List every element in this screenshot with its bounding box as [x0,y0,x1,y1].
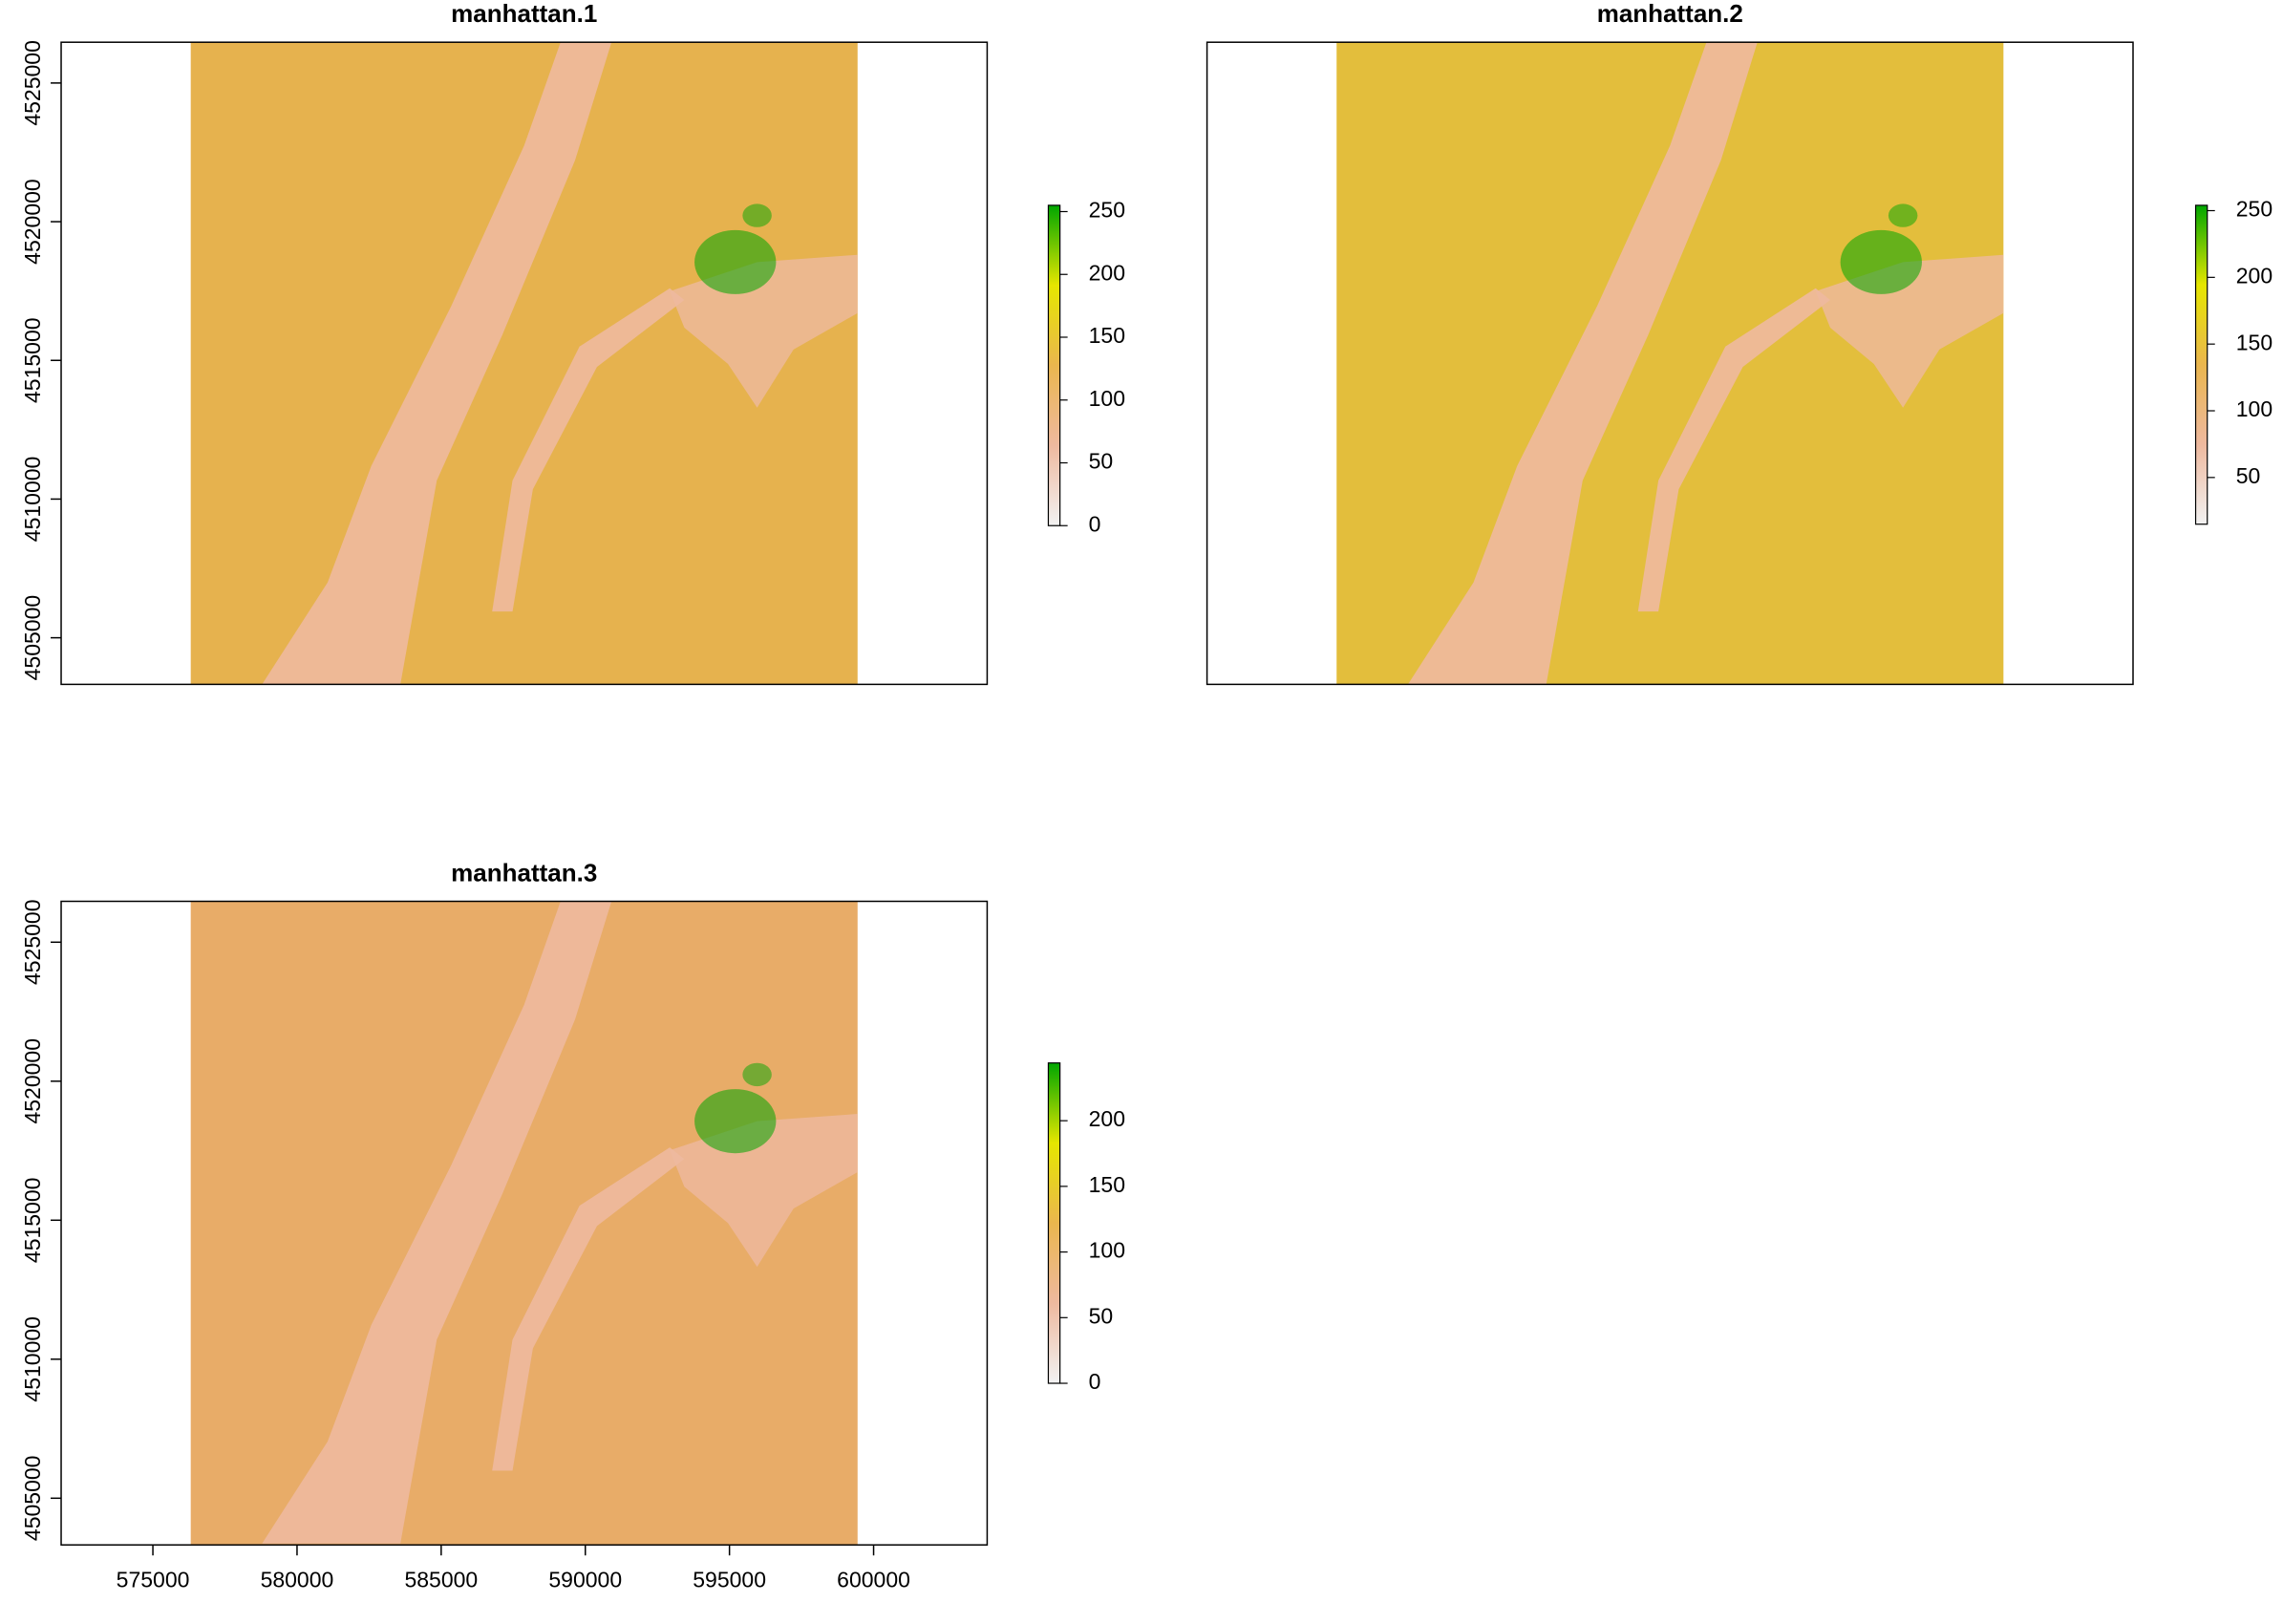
y-tick-label: 4525000 [20,900,45,986]
color-bar [1047,1062,1061,1384]
y-tick-label: 4515000 [20,1178,45,1264]
water [262,42,612,685]
plot-frame [60,900,989,1546]
water [262,901,612,1544]
x-tick-label: 585000 [404,1567,478,1592]
x-tick-label: 575000 [117,1567,190,1592]
y-tick-label: 4520000 [20,179,45,265]
legend-tick-label: 100 [2236,396,2272,421]
legend-tick-label: 50 [1089,449,1114,474]
legend-tick-label: 100 [1089,1238,1125,1263]
water [492,1147,685,1471]
water [492,288,685,612]
y-tick-label: 4505000 [20,1456,45,1542]
legend-tick-label: 150 [1089,323,1125,348]
y-tick-label: 4520000 [20,1038,45,1124]
y-tick-label: 4510000 [20,457,45,543]
vegetation [742,203,772,227]
chart-title: manhattan.2 [1597,0,1743,28]
legend-tick-label: 200 [1089,1106,1125,1131]
legend-tick-label: 100 [1089,386,1125,411]
y-tick-label: 4515000 [20,317,45,403]
x-tick-label: 580000 [261,1567,334,1592]
water [670,1114,858,1268]
legend-tick-label: 50 [1089,1303,1114,1328]
legend-tick-label: 250 [2236,197,2272,222]
vegetation [1888,203,1918,227]
y-tick-label: 4510000 [20,1316,45,1402]
legend-tick-label: 150 [2236,330,2272,354]
legend-tick-label: 0 [1089,511,1101,536]
water [1637,288,1830,612]
vegetation [694,1089,777,1154]
legend-tick-label: 200 [2236,263,2272,288]
legend-tick-label: 150 [1089,1172,1125,1197]
plot-frame [60,41,989,686]
water [1815,254,2004,408]
chart-title: manhattan.3 [451,858,597,887]
x-tick-label: 595000 [693,1567,766,1592]
vegetation [1840,229,1922,294]
color-bar [1047,204,1061,526]
x-tick-label: 590000 [548,1567,622,1592]
water [670,254,858,408]
vegetation [694,229,777,294]
x-tick-label: 600000 [837,1567,910,1592]
plot-frame [1206,41,2134,686]
legend-tick-label: 250 [1089,198,1125,223]
y-tick-label: 4525000 [20,40,45,126]
legend-tick-label: 200 [1089,260,1125,285]
legend-tick-label: 50 [2236,463,2261,488]
vegetation [742,1062,772,1087]
water [1407,42,1758,685]
y-tick-label: 4505000 [20,595,45,681]
color-bar [2194,204,2208,525]
legend-tick-label: 0 [1089,1369,1101,1394]
chart-title: manhattan.1 [451,0,597,28]
